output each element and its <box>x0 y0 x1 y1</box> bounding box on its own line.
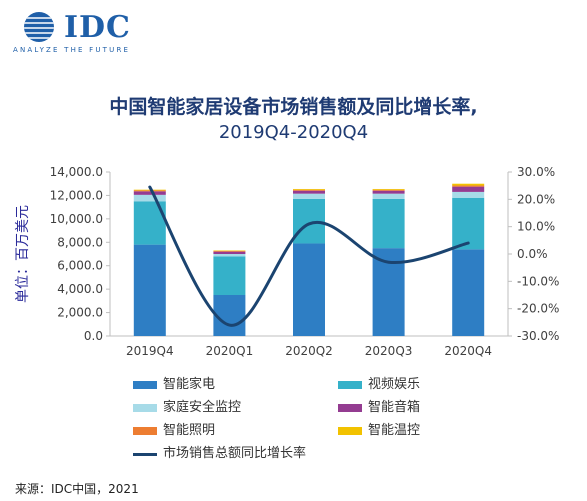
idc-logo: IDC ANALYZE THE FUTURE <box>12 9 162 57</box>
legend-label: 智能照明 <box>163 423 216 438</box>
bar-segment-0 <box>213 295 246 336</box>
bar-segment-5 <box>372 188 405 190</box>
legend-label: 家庭安全监控 <box>163 400 242 415</box>
legend-swatch <box>133 427 157 435</box>
brand-tagline: ANALYZE THE FUTURE <box>13 46 131 54</box>
bar-segment-0 <box>133 244 166 336</box>
y-tick-label: 8,000.0 <box>57 235 103 249</box>
bar-segment-3 <box>133 191 166 195</box>
x-tick-label: 2020Q4 <box>444 344 492 358</box>
x-tick-label: 2020Q2 <box>285 344 333 358</box>
x-tick-label: 2020Q1 <box>206 344 254 358</box>
bar-segment-4 <box>133 190 166 192</box>
bar-segment-4 <box>293 189 325 191</box>
bar-segment-2 <box>293 193 325 199</box>
y-axis-title: 单位：百万美元 <box>15 205 31 303</box>
legend-swatch <box>338 427 362 435</box>
y-tick-label: 12,000.0 <box>50 188 103 202</box>
source-note: 来源：IDC中国，2021 <box>15 482 139 496</box>
chart-legend: 智能家电 视频娱乐家庭安全监控 智能音箱智能照明 智能温控市场销售总额同比增长率 <box>133 376 463 468</box>
legend-swatch <box>338 381 362 389</box>
legend-label: 智能温控 <box>368 423 421 438</box>
bar-segment-1 <box>452 197 485 250</box>
y2-tick-label: 10.0% <box>517 220 555 234</box>
y-tick-label: 14,000.0 <box>50 165 103 179</box>
chart-subtitle: 2019Q4-2020Q4 <box>218 122 369 143</box>
bar-segment-4 <box>372 189 405 191</box>
globe-icon <box>24 12 54 42</box>
y-tick-label: 6,000.0 <box>57 259 103 273</box>
bar-segment-3 <box>293 190 325 194</box>
bar-segment-2 <box>372 193 405 199</box>
bar-segment-4 <box>213 250 246 252</box>
y2-tick-label: 0.0% <box>517 247 548 261</box>
y-tick-label: 4,000.0 <box>57 282 103 296</box>
bar-segment-5 <box>452 183 485 186</box>
y2-tick-label: -10.0% <box>517 274 559 288</box>
bar-segment-1 <box>372 198 405 249</box>
x-tick-label: 2019Q4 <box>126 344 174 358</box>
bar-segment-5 <box>213 250 246 251</box>
legend-swatch <box>338 404 362 412</box>
legend-swatch <box>133 404 157 412</box>
y-tick-label: 0.0 <box>84 329 103 343</box>
legend-swatch <box>133 453 157 456</box>
bar-segment-3 <box>452 186 485 192</box>
y-tick-label: 2,000.0 <box>57 306 103 320</box>
legend-label: 智能家电 <box>163 377 216 392</box>
y2-tick-label: -20.0% <box>517 302 559 316</box>
x-tick-label: 2020Q3 <box>365 344 413 358</box>
bar-segment-3 <box>372 190 405 194</box>
y2-tick-label: 30.0% <box>517 165 555 179</box>
bar-segment-0 <box>293 243 325 336</box>
y2-tick-label: 20.0% <box>517 192 555 206</box>
bar-segment-2 <box>133 194 166 202</box>
legend-label: 视频娱乐 <box>368 377 421 392</box>
brand-name: IDC <box>64 10 131 45</box>
legend-label: 市场销售总额同比增长率 <box>163 446 307 461</box>
bar-segment-5 <box>293 188 325 190</box>
legend-label: 智能音箱 <box>368 400 421 415</box>
bar-segment-2 <box>452 191 485 198</box>
bar-segment-4 <box>452 185 485 187</box>
bar-segment-3 <box>213 251 246 254</box>
chart-title: 中国智能家居设备市场销售额及同比增长率, <box>109 96 478 118</box>
growth-rate-line <box>148 185 470 327</box>
bar-segment-0 <box>452 249 485 336</box>
bar-segment-2 <box>213 254 246 257</box>
chart-plot: 0.0 2,000.0 4,000.0 6,000.0 8,000.0 10,000.0 1… <box>15 165 559 358</box>
y2-tick-label: -30.0% <box>517 329 559 343</box>
legend-swatch <box>133 381 157 389</box>
y-tick-label: 10,000.0 <box>50 212 103 226</box>
bar-segment-1 <box>213 256 246 295</box>
